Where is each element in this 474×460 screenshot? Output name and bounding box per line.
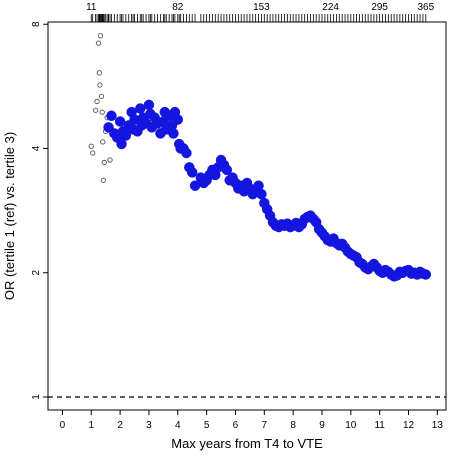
top-axis-label: 295 — [371, 2, 388, 13]
filled-point — [256, 189, 266, 199]
filled-point — [168, 128, 178, 138]
data-points — [89, 34, 431, 282]
open-point — [101, 140, 105, 144]
filled-point — [181, 148, 191, 158]
x-axis: 0 1 2 3 4 5 6 7 8 9 10 11 12 13 — [60, 410, 444, 431]
y-tick-label: 2 — [31, 270, 42, 276]
open-point — [100, 110, 104, 114]
open-point — [93, 108, 97, 112]
open-point — [108, 158, 112, 162]
y-tick-label: 4 — [31, 145, 42, 151]
y-axis: 1 2 4 8 — [31, 21, 48, 400]
x-tick-label: 4 — [175, 420, 181, 431]
open-point — [102, 160, 106, 164]
top-axis-label: 153 — [253, 2, 270, 13]
y-tick-label: 8 — [31, 21, 42, 27]
x-tick-label: 11 — [374, 420, 385, 431]
top-axis-label: 82 — [172, 2, 184, 13]
top-axis-label: 11 — [86, 2, 97, 13]
filled-point — [187, 167, 197, 177]
open-point — [98, 83, 102, 87]
top-axis-label: 224 — [322, 2, 339, 13]
x-tick-label: 7 — [262, 420, 268, 431]
top-rug-ticks — [91, 14, 426, 22]
y-axis-label: OR (tertile 1 (ref) vs. tertile 3) — [2, 132, 17, 300]
x-axis-label: Max years from T4 to VTE — [171, 436, 323, 451]
open-point — [97, 71, 101, 75]
x-tick-label: 2 — [117, 420, 123, 431]
open-point — [96, 41, 100, 45]
top-axis-labels: 11 82 153 224 295 365 — [86, 2, 435, 13]
top-axis-label: 365 — [417, 2, 434, 13]
x-tick-label: 9 — [319, 420, 325, 431]
x-tick-label: 13 — [432, 420, 444, 431]
open-point — [98, 34, 102, 38]
open-point — [91, 151, 95, 155]
x-tick-label: 1 — [88, 420, 94, 431]
open-point — [101, 178, 105, 182]
open-point — [89, 144, 93, 148]
plot-frame — [48, 22, 446, 410]
x-tick-label: 10 — [345, 420, 357, 431]
open-point — [95, 99, 99, 103]
x-tick-label: 5 — [204, 420, 210, 431]
filled-point — [421, 270, 431, 280]
open-point — [99, 94, 103, 98]
filled-point — [173, 115, 183, 125]
y-tick-label: 1 — [31, 394, 42, 400]
x-tick-label: 0 — [60, 420, 66, 431]
x-tick-label: 8 — [290, 420, 296, 431]
filled-point — [144, 100, 154, 110]
x-tick-label: 3 — [146, 420, 152, 431]
x-tick-label: 6 — [233, 420, 239, 431]
x-tick-label: 12 — [403, 420, 415, 431]
filled-point — [106, 111, 116, 121]
